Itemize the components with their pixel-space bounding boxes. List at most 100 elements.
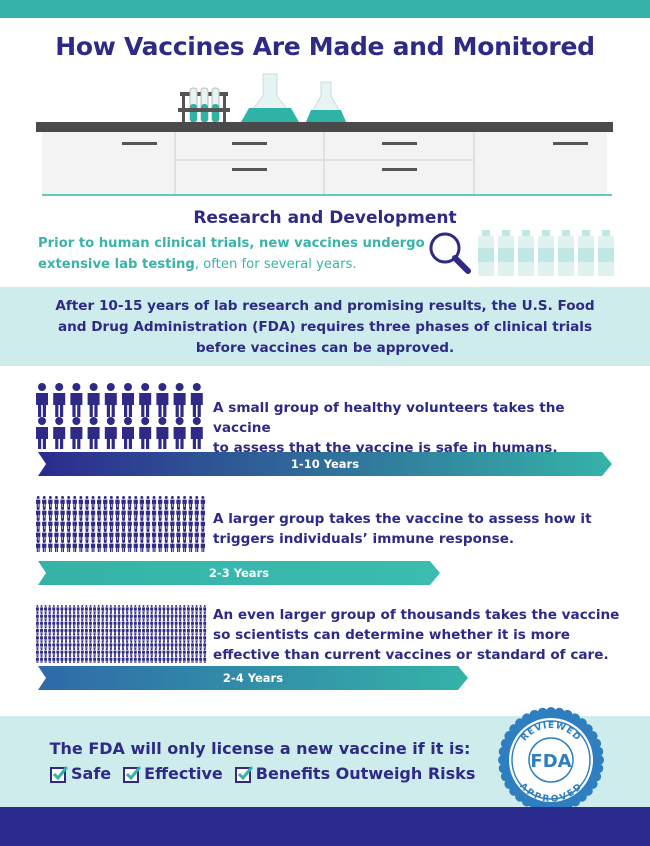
- person-icon: [200, 507, 206, 520]
- person-icon: [151, 507, 157, 520]
- person-icon: [174, 655, 178, 663]
- person-icon: [60, 507, 65, 520]
- person-icon: [199, 633, 203, 642]
- person-icon: [158, 529, 163, 542]
- research-description: Prior to human clinical trials, new vacc…: [38, 233, 438, 275]
- person-icon: [170, 626, 174, 635]
- person-icon: [145, 518, 151, 531]
- person-icon: [76, 641, 80, 650]
- person-icon: [162, 655, 166, 663]
- person-icon: [44, 655, 48, 663]
- person-icon: [60, 612, 64, 621]
- person-icon: [76, 619, 80, 628]
- person-icon: [146, 605, 150, 614]
- person-icon: [40, 633, 43, 642]
- person-icon: [72, 619, 76, 628]
- person-icon: [146, 641, 150, 650]
- person-icon: [178, 633, 182, 642]
- person-icon: [52, 605, 56, 614]
- person-icon: [156, 417, 169, 449]
- person-icon: [84, 518, 90, 531]
- person-icon: [97, 619, 101, 628]
- person-icon: [188, 518, 193, 531]
- person-icon: [44, 626, 48, 635]
- person-icon: [182, 507, 187, 520]
- person-icon: [158, 648, 162, 657]
- person-icon: [142, 605, 145, 614]
- person-icon: [80, 655, 84, 663]
- person-icon: [146, 655, 150, 663]
- person-icon: [182, 626, 186, 635]
- person-icon: [199, 655, 203, 663]
- person-icon: [146, 633, 150, 642]
- person-icon: [36, 619, 39, 628]
- person-icon: [36, 417, 48, 449]
- license-statement: The FDA will only license a new vaccine …: [49, 739, 471, 758]
- person-icon: [154, 619, 158, 628]
- person-icon: [139, 496, 145, 509]
- person-icon: [190, 417, 203, 449]
- person-icon: [127, 529, 132, 542]
- person-icon: [166, 655, 170, 663]
- person-icon: [60, 605, 64, 614]
- person-icon: [191, 626, 194, 635]
- person-icon: [93, 626, 96, 635]
- person-icon: [60, 518, 65, 531]
- person-icon: [191, 619, 194, 628]
- person-icon: [42, 540, 47, 552]
- phase-2-line-2: triggers individuals’ immune response.: [213, 531, 515, 547]
- person-icon: [78, 496, 84, 509]
- person-icon: [191, 641, 194, 650]
- person-icon: [113, 619, 117, 628]
- person-icon: [194, 496, 199, 509]
- person-icon: [166, 612, 170, 621]
- person-icon: [90, 496, 96, 509]
- person-icon: [203, 626, 207, 635]
- person-icon: [117, 633, 121, 642]
- vial-icon: [598, 230, 614, 276]
- vial-icon: [578, 230, 594, 276]
- person-icon: [194, 529, 199, 542]
- person-icon: [138, 619, 141, 628]
- person-icon: [93, 641, 96, 650]
- person-icon: [36, 633, 39, 642]
- vial-icon: [538, 230, 554, 276]
- person-icon: [164, 540, 169, 552]
- person-icon: [127, 518, 132, 531]
- person-icon: [97, 605, 101, 614]
- person-icon: [68, 612, 72, 621]
- person-icon: [68, 619, 72, 628]
- person-icon: [133, 518, 138, 531]
- person-icon: [44, 619, 48, 628]
- fda-requirement-band: After 10-15 years of lab research and pr…: [0, 287, 650, 366]
- phase-2-arrow-shape: [38, 561, 440, 585]
- person-icon: [113, 633, 117, 642]
- person-icon: [121, 641, 125, 650]
- person-icon: [195, 641, 198, 650]
- person-icon: [40, 648, 43, 657]
- person-icon: [170, 518, 175, 531]
- fda-approved-seal-icon: REVIEWED APPROVED FDA: [498, 707, 604, 813]
- person-icon: [115, 529, 120, 542]
- person-icon: [48, 529, 53, 542]
- person-icon: [48, 612, 52, 621]
- license-criteria-list: Safe Effective Benefits Outweigh Risks: [50, 764, 475, 783]
- person-icon: [145, 507, 151, 520]
- person-icon: [178, 655, 182, 663]
- person-icon: [54, 529, 59, 542]
- person-icon: [78, 507, 84, 520]
- person-icon: [80, 612, 84, 621]
- person-icon: [103, 518, 108, 531]
- person-icon: [97, 507, 102, 520]
- person-icon: [176, 529, 181, 542]
- person-icon: [164, 507, 169, 520]
- person-icon: [52, 655, 56, 663]
- person-icon: [151, 529, 157, 542]
- vial-icon: [518, 230, 534, 276]
- person-icon: [146, 626, 150, 635]
- person-icon: [174, 626, 178, 635]
- person-icon: [176, 496, 181, 509]
- person-icon: [170, 641, 174, 650]
- person-icon: [104, 417, 117, 449]
- person-icon: [133, 655, 137, 663]
